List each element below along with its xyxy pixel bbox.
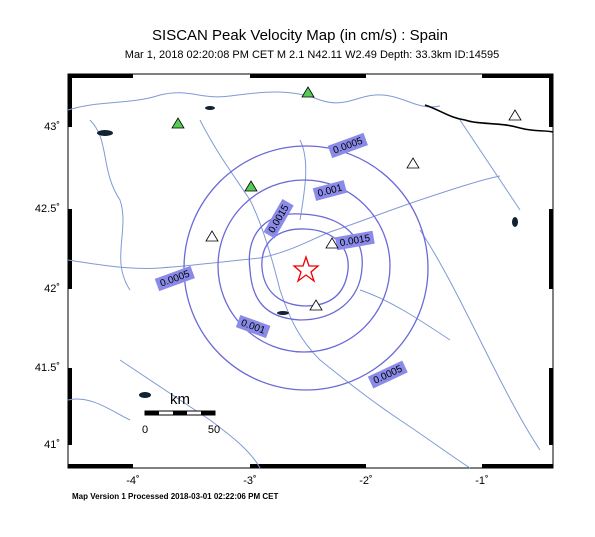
lon-label: -4˚ — [126, 475, 139, 487]
lon-label: -3˚ — [243, 475, 256, 487]
scale-unit: km — [170, 391, 190, 408]
lon-label: -1˚ — [475, 475, 488, 487]
lon-labels: -4˚ -3˚ -2˚ -1˚ — [126, 475, 488, 487]
scale-label: 50 — [208, 424, 220, 436]
contours — [183, 145, 429, 391]
contour-labels: 0.0005 0.001 0.0015 0.0015 0.0005 0.001 … — [154, 132, 408, 389]
map-subtitle: Mar 1, 2018 02:20:08 PM CET M 2.1 N42.11… — [125, 49, 499, 61]
footer: Map Version 1 Processed 2018-03-01 02:22… — [72, 492, 278, 501]
lat-label: 42˚ — [44, 283, 60, 295]
lat-label: 42.5˚ — [35, 203, 60, 215]
map-frame — [67, 73, 554, 469]
border-line — [424, 104, 554, 133]
stations — [171, 86, 522, 311]
lat-label: 41˚ — [44, 439, 60, 451]
scale-bar: km 0 50 — [142, 391, 220, 436]
epicenter — [292, 254, 320, 283]
map-title: SISCAN Peak Velocity Map (in cm/s) : Spa… — [152, 27, 448, 44]
lat-label: 41.5˚ — [35, 362, 60, 374]
lon-label: -2˚ — [359, 475, 372, 487]
lat-label: 43˚ — [44, 121, 60, 133]
lat-labels: 43˚ 42.5˚ 42˚ 41.5˚ 41˚ — [35, 121, 60, 451]
scale-label: 0 — [142, 424, 148, 436]
lakes — [97, 106, 518, 398]
rivers — [67, 91, 541, 469]
contour-label: 0.0015 — [339, 233, 371, 249]
